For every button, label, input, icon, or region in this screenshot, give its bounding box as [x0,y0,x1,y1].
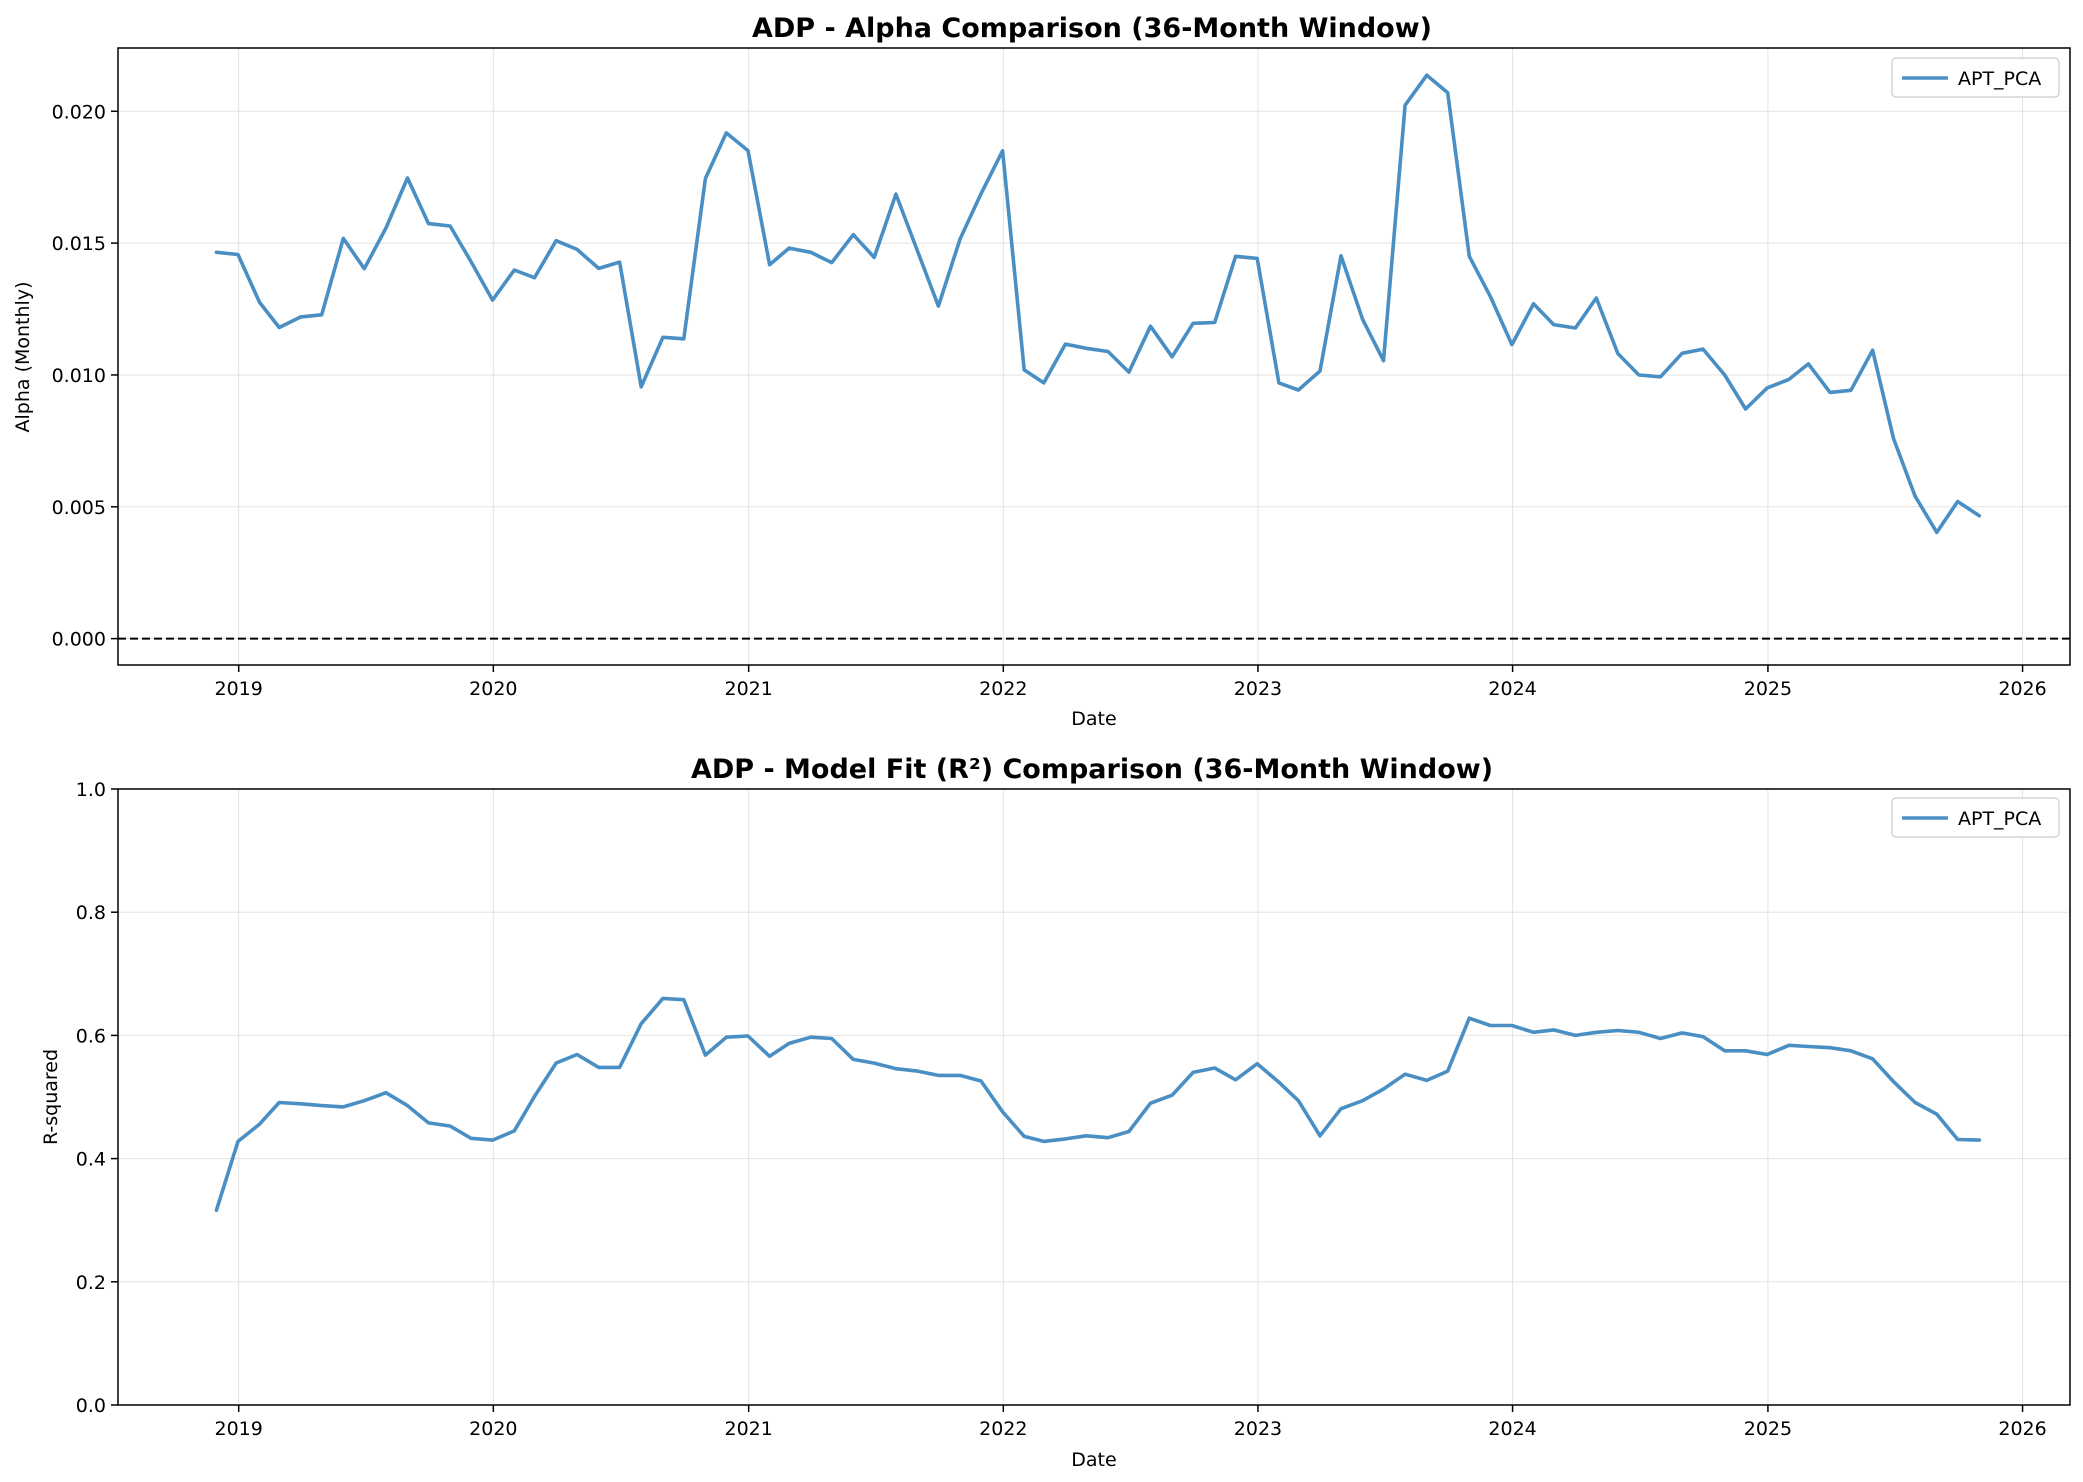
r2-x-tick-label: 2022 [979,1418,1027,1440]
alpha-legend-label: APT_PCA [1958,68,2041,90]
r2-chart-title: ADP - Model Fit (R²) Comparison (36-Mont… [691,754,1493,785]
alpha-x-tick-label: 2019 [215,678,263,700]
alpha-plot-frame [117,47,2071,666]
r2-legend-box [1891,797,2060,838]
alpha-legend: APT_PCA [1891,57,2060,98]
alpha-series-line-apt-pca [214,73,1982,535]
r2-x-tick-label: 2020 [469,1418,517,1440]
alpha-x-axis-label: Date [1071,708,1116,730]
alpha-x-tick-label: 2024 [1488,678,1536,700]
r2-x-tick-label: 2023 [1234,1418,1282,1440]
r2-plot-frame [117,788,2071,1406]
alpha-ticks: 2019 2020 2021 2022 2023 2024 2025 2026 0.000 0.0… [52,101,2047,700]
alpha-y-tick-label: 0.015 [52,233,106,255]
alpha-y-tick-label: 0.000 [52,629,106,651]
r2-legend-label: APT_PCA [1958,808,2041,830]
r2-series-layer [214,996,1982,1213]
r2-x-axis-label: Date [1071,1449,1116,1471]
r2-y-axis-label: R-squared [40,1049,62,1145]
alpha-chart: ADP - Alpha Comparison (36-Month Window)… [12,13,2071,730]
alpha-x-tick-label: 2022 [979,678,1027,700]
alpha-x-tick-label: 2023 [1234,678,1282,700]
r2-y-tick-label: 1.0 [76,779,106,801]
alpha-y-axis-label: Alpha (Monthly) [12,282,34,433]
r2-legend: APT_PCA [1891,797,2060,838]
r2-chart: ADP - Model Fit (R²) Comparison (36-Mont… [40,754,2071,1471]
r2-series-line-apt-pca [214,996,1982,1213]
r2-x-tick-label: 2021 [724,1418,772,1440]
alpha-x-tick-label: 2025 [1744,678,1792,700]
r2-x-tick-label: 2019 [215,1418,263,1440]
alpha-y-tick-label: 0.005 [52,497,106,519]
r2-x-tick-label: 2024 [1488,1418,1536,1440]
r2-y-tick-label: 0.2 [76,1272,106,1294]
alpha-chart-title: ADP - Alpha Comparison (36-Month Window) [752,13,1432,44]
r2-x-tick-label: 2025 [1744,1418,1792,1440]
alpha-series-layer [214,73,1982,535]
r2-y-tick-label: 0.8 [76,902,106,924]
r2-ticks: 2019 2020 2021 2022 2023 2024 2025 2026 0.0 0.2 0.… [76,779,2047,1440]
alpha-y-tick-label: 0.010 [52,365,106,387]
r2-x-tick-label: 2026 [1998,1418,2046,1440]
r2-y-tick-label: 0.0 [76,1395,106,1417]
alpha-x-tick-label: 2021 [724,678,772,700]
alpha-legend-box [1891,57,2060,98]
r2-y-tick-label: 0.6 [76,1025,106,1047]
r2-y-tick-label: 0.4 [76,1149,106,1171]
alpha-y-tick-label: 0.020 [52,101,106,123]
alpha-x-tick-label: 2020 [469,678,517,700]
alpha-x-tick-label: 2026 [1998,678,2046,700]
